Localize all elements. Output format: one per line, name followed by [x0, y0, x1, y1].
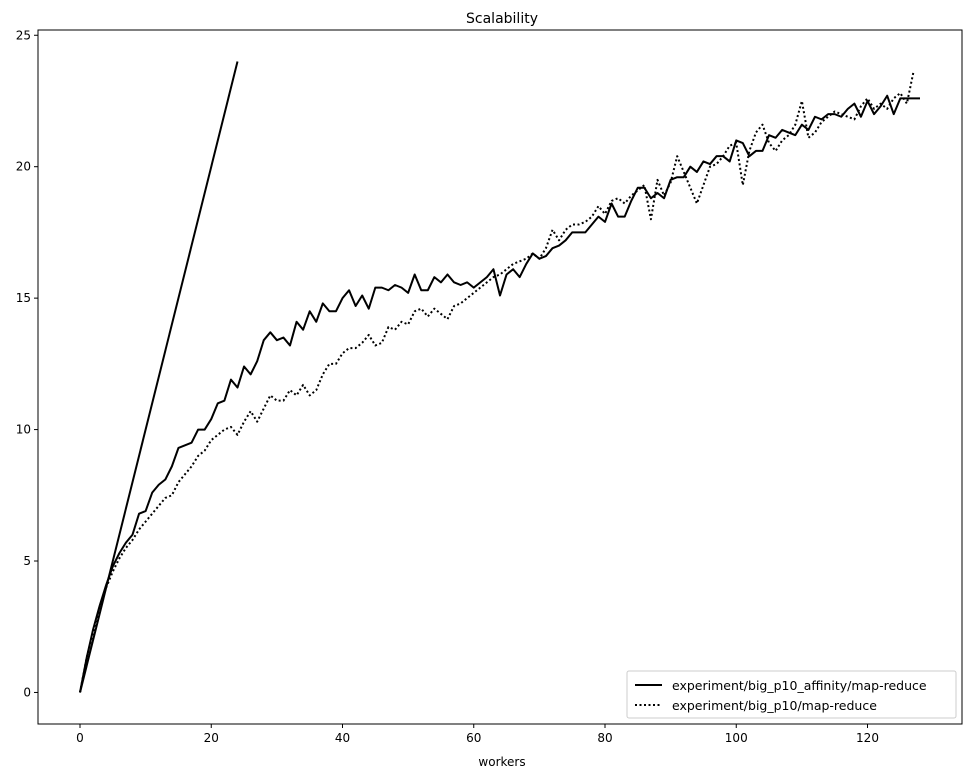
x-tick-label: 0: [76, 731, 84, 745]
legend: experiment/big_p10_affinity/map-reduce e…: [626, 670, 957, 719]
y-tick-label: 0: [23, 685, 31, 699]
x-tick-label: 60: [466, 731, 481, 745]
legend-label-map-reduce: experiment/big_p10/map-reduce: [672, 698, 877, 713]
chart-title: Scalability: [466, 11, 538, 27]
x-tick-label: 20: [204, 731, 219, 745]
y-tick-label: 25: [16, 28, 31, 42]
legend-box: [626, 670, 957, 719]
y-axis: 0 5 10 15 20 25: [16, 28, 38, 699]
y-tick-label: 10: [16, 423, 31, 437]
series-line-0: [79, 94, 920, 693]
x-axis: 0 20 40 60 80 100 120: [76, 724, 879, 745]
y-tick-label: 5: [23, 554, 31, 568]
x-axis-label: workers: [478, 755, 525, 769]
x-tick-label: 40: [335, 731, 350, 745]
legend-label-affinity: experiment/big_p10_affinity/map-reduce: [672, 678, 927, 693]
series-line-1: [79, 71, 915, 693]
x-tick-label: 100: [725, 731, 748, 745]
y-tick-label: 20: [16, 160, 31, 174]
y-tick-label: 15: [16, 291, 31, 305]
x-tick-label: 80: [597, 731, 612, 745]
x-tick-label: 120: [856, 731, 879, 745]
plot-frame: [37, 29, 963, 725]
series-layer: [79, 61, 920, 693]
